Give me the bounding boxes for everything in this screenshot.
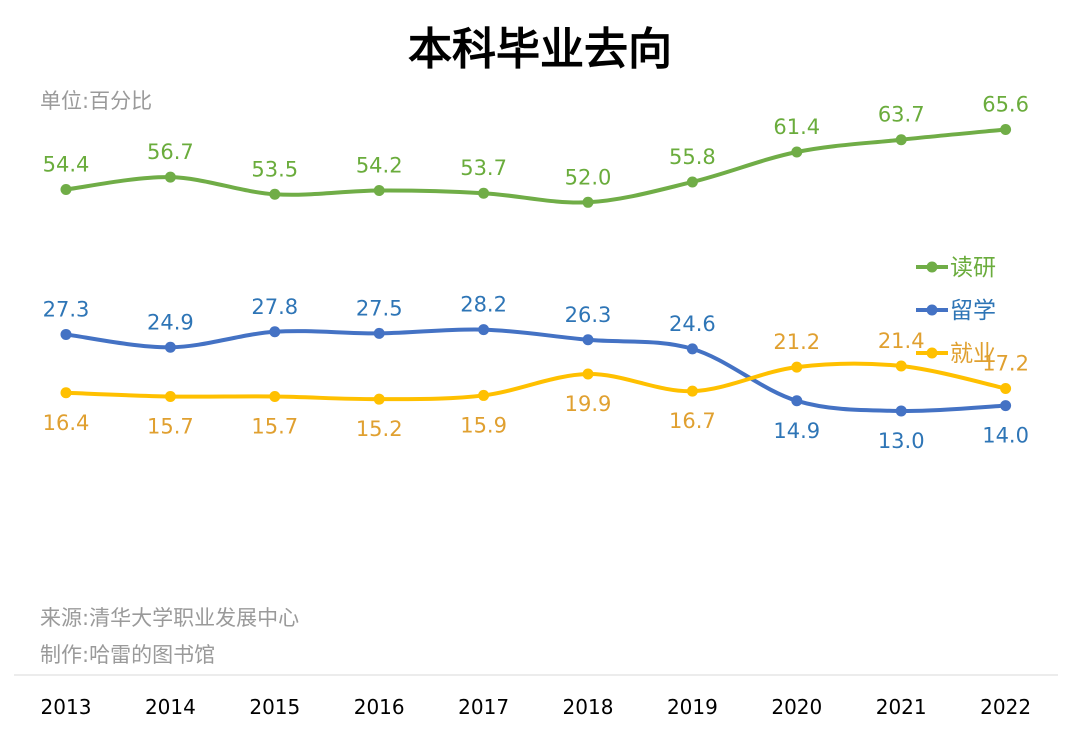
x-tick-label: 2014 — [145, 695, 196, 719]
legend-item: 就业 — [916, 341, 996, 367]
series-3: 16.4 15.7 15.7 15.2 15.9 19.9 16.7 21.2 21.4 17.2 — [43, 329, 1029, 441]
maker-note: 制作:哈雷的图书馆 — [40, 643, 215, 667]
source-note: 来源:清华大学职业发展中心 — [40, 606, 299, 630]
series-layer: 54.4 56.7 53.5 54.2 53.7 52.0 55.8 61.4 63.7 65.6… — [43, 93, 1029, 453]
x-tick-label: 2015 — [249, 695, 300, 719]
x-tick-label: 2017 — [458, 695, 509, 719]
data-label: 21.4 — [878, 329, 925, 353]
data-label: 61.4 — [773, 115, 820, 139]
data-point — [478, 187, 490, 199]
data-point — [791, 146, 803, 158]
data-point — [60, 183, 72, 195]
data-point — [791, 361, 803, 373]
data-point — [164, 391, 176, 403]
legend-label: 留学 — [950, 298, 996, 324]
data-point — [269, 326, 281, 338]
data-point — [60, 387, 72, 399]
data-label: 15.7 — [251, 415, 298, 439]
data-point — [269, 188, 281, 200]
x-tick-label: 2019 — [667, 695, 718, 719]
chart-title: 本科毕业去向 — [408, 24, 672, 75]
x-tick-label: 2021 — [876, 695, 927, 719]
x-tick-label: 2022 — [980, 695, 1031, 719]
data-point — [164, 341, 176, 353]
data-point — [582, 368, 594, 380]
data-label: 65.6 — [982, 93, 1029, 117]
data-point — [582, 196, 594, 208]
data-label: 53.7 — [460, 156, 507, 180]
data-label: 24.6 — [669, 312, 716, 336]
legend-item: 读研 — [916, 255, 996, 281]
data-point — [1000, 382, 1012, 394]
series-line — [64, 361, 1008, 402]
x-tick-labels: 2013 2014 2015 2016 2017 2018 2019 2020 2021 2022 — [41, 695, 1032, 719]
data-label: 27.5 — [356, 296, 403, 320]
data-point — [582, 334, 594, 346]
data-point — [373, 393, 385, 405]
data-label: 56.7 — [147, 140, 194, 164]
data-label: 63.7 — [878, 103, 925, 127]
data-point — [1000, 124, 1012, 136]
data-point — [791, 395, 803, 407]
legend-label: 读研 — [950, 255, 996, 281]
legend-label: 就业 — [950, 341, 996, 367]
data-label: 17.2 — [982, 351, 1029, 375]
data-point — [686, 176, 698, 188]
x-tick-label: 2020 — [771, 695, 822, 719]
x-tick-label: 2018 — [563, 695, 614, 719]
data-label: 15.2 — [356, 417, 403, 441]
legend-swatch-marker — [926, 304, 938, 316]
data-label: 13.0 — [878, 429, 925, 453]
legend-swatch-marker — [926, 261, 938, 273]
data-label: 14.0 — [982, 424, 1029, 448]
data-label: 16.4 — [43, 411, 90, 435]
data-label: 15.7 — [147, 415, 194, 439]
data-label: 27.3 — [43, 297, 90, 321]
unit-note: 单位:百分比 — [40, 89, 152, 113]
data-label: 54.4 — [43, 152, 90, 176]
data-point — [895, 134, 907, 146]
data-point — [478, 324, 490, 336]
legend-item: 留学 — [916, 298, 996, 324]
data-point — [895, 360, 907, 372]
data-label: 14.9 — [773, 419, 820, 443]
data-point — [60, 328, 72, 340]
data-point — [164, 171, 176, 183]
series-line — [64, 127, 1008, 205]
data-label: 52.0 — [565, 165, 612, 189]
data-label: 19.9 — [565, 392, 612, 416]
data-point — [686, 343, 698, 355]
data-point — [686, 385, 698, 397]
x-tick-label: 2016 — [354, 695, 405, 719]
data-label: 54.2 — [356, 154, 403, 178]
series-1: 54.4 56.7 53.5 54.2 53.7 52.0 55.8 61.4 63.7 65.6 — [43, 93, 1029, 208]
series-line — [64, 327, 1008, 414]
x-tick-label: 2013 — [41, 695, 92, 719]
data-point — [1000, 400, 1012, 412]
data-point — [373, 327, 385, 339]
legend-swatch-marker — [926, 347, 938, 359]
data-label: 27.8 — [251, 295, 298, 319]
data-label: 21.2 — [773, 330, 820, 354]
data-point — [895, 405, 907, 417]
data-label: 16.7 — [669, 409, 716, 433]
data-label: 26.3 — [565, 303, 612, 327]
data-point — [373, 185, 385, 197]
data-point — [478, 389, 490, 401]
data-point — [269, 391, 281, 403]
series-2: 27.3 24.9 27.8 27.5 28.2 26.3 24.6 14.9 13.0 14.0 — [43, 293, 1029, 453]
data-label: 53.5 — [251, 157, 298, 181]
data-label: 24.9 — [147, 310, 194, 334]
data-label: 28.2 — [460, 293, 507, 317]
data-label: 15.9 — [460, 413, 507, 437]
data-label: 55.8 — [669, 145, 716, 169]
